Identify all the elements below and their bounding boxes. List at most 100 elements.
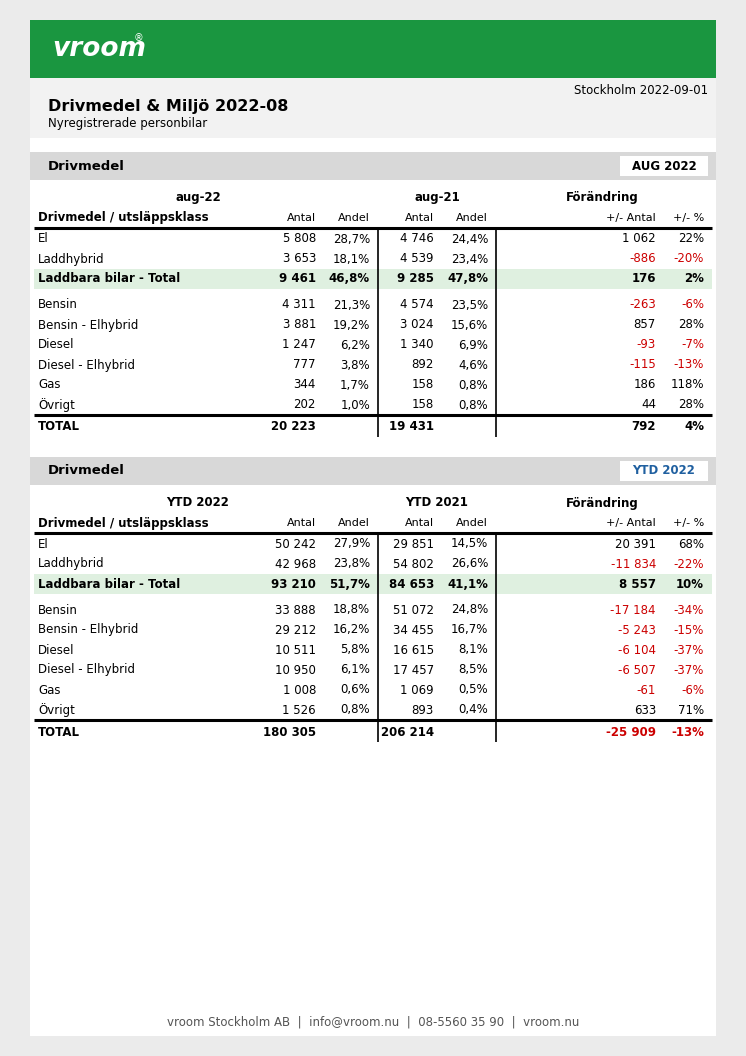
Text: Laddbara bilar - Total: Laddbara bilar - Total	[38, 272, 181, 285]
Text: Laddhybrid: Laddhybrid	[38, 558, 104, 570]
Bar	[30, 457, 716, 485]
Text: -22%: -22%	[674, 558, 704, 570]
Text: Gas: Gas	[38, 378, 60, 392]
Text: +/- %: +/- %	[673, 213, 704, 223]
Text: 186: 186	[633, 378, 656, 392]
Text: 1 340: 1 340	[401, 339, 434, 352]
Text: 16 615: 16 615	[393, 643, 434, 657]
Text: El: El	[38, 538, 48, 550]
Text: 4 574: 4 574	[401, 299, 434, 312]
Text: Drivmedel: Drivmedel	[48, 465, 125, 477]
Text: 20 223: 20 223	[272, 420, 316, 434]
Text: 10%: 10%	[676, 578, 704, 590]
Text: 4%: 4%	[684, 420, 704, 434]
Text: Antal: Antal	[405, 518, 434, 528]
Text: 71%: 71%	[678, 703, 704, 717]
Text: 33 888: 33 888	[275, 603, 316, 617]
Text: Övrigt: Övrigt	[38, 398, 75, 412]
Text: 34 455: 34 455	[393, 623, 434, 637]
Text: 6,9%: 6,9%	[458, 339, 488, 352]
Text: 1 008: 1 008	[283, 683, 316, 697]
Text: 3 653: 3 653	[283, 252, 316, 265]
Text: -13%: -13%	[674, 358, 704, 372]
Text: 93 210: 93 210	[271, 578, 316, 590]
Text: 20 391: 20 391	[615, 538, 656, 550]
Text: -93: -93	[637, 339, 656, 352]
Text: 22%: 22%	[678, 232, 704, 245]
Text: 54 802: 54 802	[393, 558, 434, 570]
Text: 633: 633	[634, 703, 656, 717]
Text: TOTAL: TOTAL	[38, 725, 80, 738]
Text: Drivmedel / utsläppsklass: Drivmedel / utsläppsklass	[38, 211, 209, 225]
Text: Diesel: Diesel	[38, 339, 75, 352]
Text: 28,7%: 28,7%	[333, 232, 370, 245]
Text: 26,6%: 26,6%	[451, 558, 488, 570]
Text: 51 072: 51 072	[393, 603, 434, 617]
Text: 1 062: 1 062	[622, 232, 656, 245]
Bar	[34, 574, 712, 593]
Text: 44: 44	[641, 398, 656, 412]
Text: -13%: -13%	[671, 725, 704, 738]
Text: -15%: -15%	[674, 623, 704, 637]
Text: 2%: 2%	[684, 272, 704, 285]
Text: -115: -115	[629, 358, 656, 372]
Text: 23,5%: 23,5%	[451, 299, 488, 312]
Text: Bensin - Elhybrid: Bensin - Elhybrid	[38, 623, 138, 637]
Text: Diesel - Elhybrid: Diesel - Elhybrid	[38, 663, 135, 677]
Bar	[30, 152, 716, 180]
Text: 9 285: 9 285	[397, 272, 434, 285]
Text: -7%: -7%	[681, 339, 704, 352]
Text: 84 653: 84 653	[389, 578, 434, 590]
Text: 1 526: 1 526	[283, 703, 316, 717]
Text: 0,6%: 0,6%	[340, 683, 370, 697]
Text: -6%: -6%	[681, 299, 704, 312]
Text: aug-21: aug-21	[414, 191, 460, 205]
Text: 3,8%: 3,8%	[340, 358, 370, 372]
Text: 0,8%: 0,8%	[340, 703, 370, 717]
Text: 29 212: 29 212	[275, 623, 316, 637]
Text: vroom: vroom	[52, 36, 146, 62]
Text: 1 247: 1 247	[282, 339, 316, 352]
Text: 1 069: 1 069	[401, 683, 434, 697]
Text: Drivmedel: Drivmedel	[48, 159, 125, 172]
Text: 892: 892	[412, 358, 434, 372]
Text: YTD 2021: YTD 2021	[406, 496, 468, 509]
Text: +/- Antal: +/- Antal	[606, 518, 656, 528]
Text: 19 431: 19 431	[389, 420, 434, 434]
Text: Övrigt: Övrigt	[38, 703, 75, 717]
Bar	[620, 156, 708, 176]
Text: -263: -263	[629, 299, 656, 312]
Text: -6 104: -6 104	[618, 643, 656, 657]
Text: -6%: -6%	[681, 683, 704, 697]
Text: El: El	[38, 232, 48, 245]
Text: 0,4%: 0,4%	[458, 703, 488, 717]
Text: 3 881: 3 881	[283, 319, 316, 332]
Text: 0,5%: 0,5%	[458, 683, 488, 697]
Text: 857: 857	[634, 319, 656, 332]
Text: 0,8%: 0,8%	[458, 398, 488, 412]
Text: 46,8%: 46,8%	[329, 272, 370, 285]
Text: 1,0%: 1,0%	[340, 398, 370, 412]
Bar	[30, 78, 716, 138]
Bar	[620, 461, 708, 480]
Text: -37%: -37%	[674, 643, 704, 657]
Text: 42 968: 42 968	[275, 558, 316, 570]
Text: Bensin: Bensin	[38, 299, 78, 312]
Text: 0,8%: 0,8%	[458, 378, 488, 392]
Text: Laddhybrid: Laddhybrid	[38, 252, 104, 265]
Text: 4 539: 4 539	[401, 252, 434, 265]
Text: 10 511: 10 511	[275, 643, 316, 657]
Text: YTD 2022: YTD 2022	[633, 465, 695, 477]
Text: 4 311: 4 311	[283, 299, 316, 312]
Text: 777: 777	[293, 358, 316, 372]
Text: 158: 158	[412, 378, 434, 392]
Text: 16,2%: 16,2%	[333, 623, 370, 637]
Text: Laddbara bilar - Total: Laddbara bilar - Total	[38, 578, 181, 590]
Text: -25 909: -25 909	[606, 725, 656, 738]
Text: Andel: Andel	[456, 518, 488, 528]
Text: Antal: Antal	[287, 213, 316, 223]
Text: Antal: Antal	[287, 518, 316, 528]
Text: 118%: 118%	[671, 378, 704, 392]
Text: vroom Stockholm AB  |  info@vroom.nu  |  08-5560 35 90  |  vroom.nu: vroom Stockholm AB | info@vroom.nu | 08-…	[167, 1016, 579, 1029]
Text: -11 834: -11 834	[611, 558, 656, 570]
